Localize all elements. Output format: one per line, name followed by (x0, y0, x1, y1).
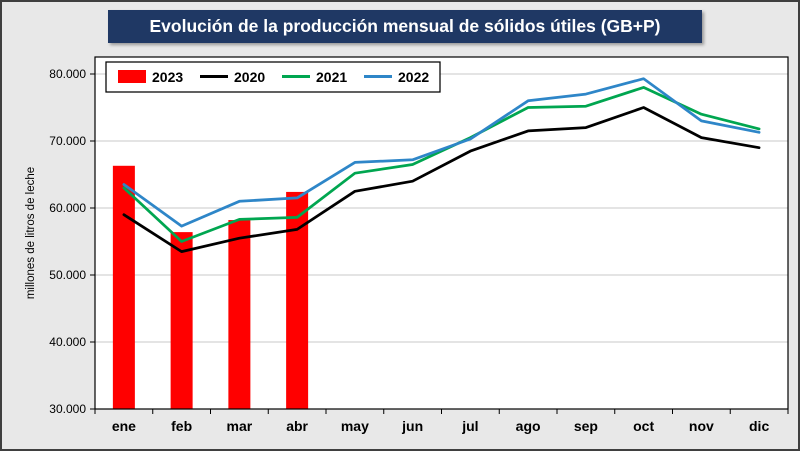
legend-item-2023: 2023 (118, 69, 183, 85)
x-tick-label: nov (689, 418, 714, 434)
bar-series-2023 (112, 165, 309, 409)
plot-area (95, 57, 788, 409)
x-tick-label: oct (633, 418, 654, 434)
y-tick-label: 80.000 (49, 67, 86, 81)
x-tick-label: jul (461, 418, 478, 434)
gridlines (95, 73, 788, 343)
legend-item-2021: 2021 (282, 69, 347, 85)
legend-box (105, 61, 441, 93)
y-tick-label: 40.000 (49, 335, 86, 349)
x-tick-label: may (341, 418, 369, 434)
bar-2023-mar (228, 220, 251, 409)
legend-label-2022: 2022 (398, 69, 429, 85)
line-series-2021 (122, 86, 761, 243)
y-tick-label: 60.000 (49, 201, 86, 215)
x-tick-label: sep (574, 418, 598, 434)
y-tick-label: 30.000 (49, 402, 86, 416)
x-tick-label: jun (401, 418, 423, 434)
legend-item-2020: 2020 (200, 69, 265, 85)
y-axis-labels: 30.000 40.000 50.000 60.000 70.000 80.000 (49, 67, 95, 416)
y-tick-label: 70.000 (49, 134, 86, 148)
line-series-2022 (122, 77, 761, 228)
bar-2023-abr (286, 191, 309, 409)
bar-2023-ene (112, 165, 135, 409)
legend-label-2023: 2023 (152, 69, 183, 85)
x-tick-label: feb (171, 418, 192, 434)
x-tick-label: mar (227, 418, 253, 434)
y-axis-title: millones de litros de leche (25, 167, 37, 299)
line-series-2020 (122, 106, 761, 253)
x-axis-labels: ene feb mar abr may jun jul ago sep oct nov dic (94, 409, 789, 434)
legend: 2023 2020 2021 2022 (105, 61, 441, 93)
y-tick-label: 50.000 (49, 268, 86, 282)
chart-title: Evolución de la producción mensual de só… (108, 10, 702, 43)
x-tick-label: ago (516, 418, 541, 434)
legend-label-2020: 2020 (234, 69, 265, 85)
x-tick-label: ene (112, 418, 136, 434)
legend-label-2021: 2021 (316, 69, 347, 85)
legend-item-2022: 2022 (364, 69, 429, 85)
bar-2023-feb (170, 232, 193, 409)
x-tick-label: abr (286, 418, 308, 434)
x-tick-label: dic (749, 418, 769, 434)
legend-swatch-2023 (118, 70, 146, 83)
